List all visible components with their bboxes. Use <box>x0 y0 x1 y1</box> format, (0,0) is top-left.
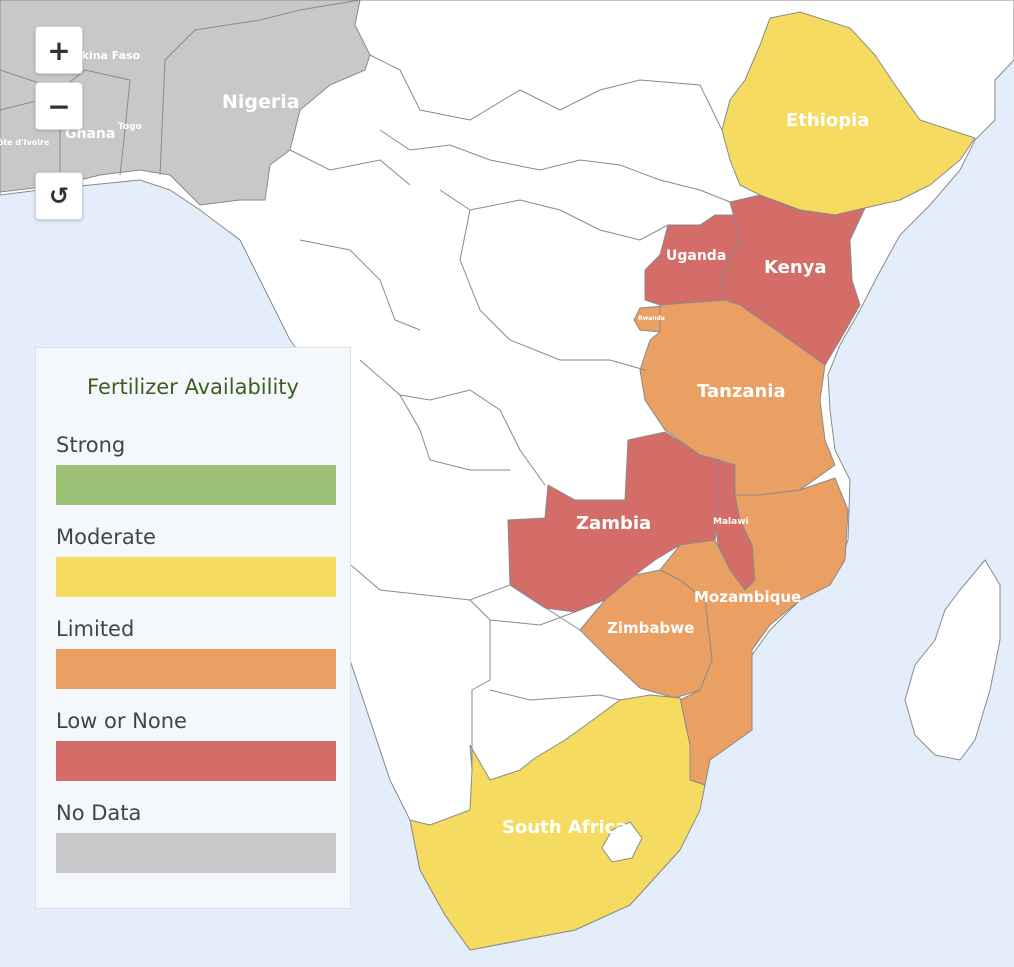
nigeria-border <box>0 0 361 180</box>
label-uganda: Uganda <box>666 248 726 264</box>
legend-title: Fertilizer Availability <box>87 375 299 399</box>
legend-swatch <box>56 465 336 505</box>
label-south-africa: South Africa <box>502 817 627 838</box>
legend-label: Strong <box>56 433 126 457</box>
legend-label: Low or None <box>56 709 187 733</box>
legend-item-low-or-none: Low or None <box>56 709 336 781</box>
label-rwanda: Rwanda <box>638 315 665 322</box>
madagascar <box>904 559 1001 761</box>
legend-swatch <box>56 557 336 597</box>
zoom-in-button[interactable]: + <box>35 26 83 74</box>
label-ethiopia: Ethiopia <box>786 110 869 131</box>
label-mozambique: Mozambique <box>694 588 801 606</box>
legend-item-strong: Strong <box>56 433 336 505</box>
reset-icon: ↺ <box>48 182 70 210</box>
country-kenya[interactable] <box>721 194 866 366</box>
label-ghana: Ghana <box>65 126 115 142</box>
label-cote-divoire: Côte d'Ivoire <box>0 137 50 147</box>
legend-swatch <box>56 833 336 873</box>
lesotho <box>601 821 643 863</box>
label-zimbabwe: Zimbabwe <box>607 619 694 637</box>
plus-icon: + <box>47 33 71 67</box>
label-zambia: Zambia <box>576 513 651 534</box>
legend-item-moderate: Moderate <box>56 525 336 597</box>
legend-label: Limited <box>56 617 135 641</box>
label-kenya: Kenya <box>764 257 827 278</box>
label-malawi: Malawi <box>713 517 749 527</box>
legend-item-limited: Limited <box>56 617 336 689</box>
label-tanzania: Tanzania <box>697 381 786 402</box>
legend-swatch <box>56 741 336 781</box>
legend-label: Moderate <box>56 525 156 549</box>
legend-item-no-data: No Data <box>56 801 336 873</box>
country-west-africa[interactable] <box>0 0 371 206</box>
country-zimbabwe[interactable] <box>579 569 713 699</box>
legend-swatch <box>56 649 336 689</box>
legend-panel: Fertilizer Availability Strong Moderate … <box>35 347 351 909</box>
legend-label: No Data <box>56 801 142 825</box>
country-south-africa[interactable] <box>409 694 706 951</box>
country-borders <box>0 54 731 770</box>
reset-view-button[interactable]: ↺ <box>35 172 83 220</box>
label-nigeria: Nigeria <box>222 91 300 113</box>
zoom-out-button[interactable]: − <box>35 82 83 130</box>
minus-icon: − <box>47 89 71 123</box>
label-togo: Togo <box>118 122 142 132</box>
